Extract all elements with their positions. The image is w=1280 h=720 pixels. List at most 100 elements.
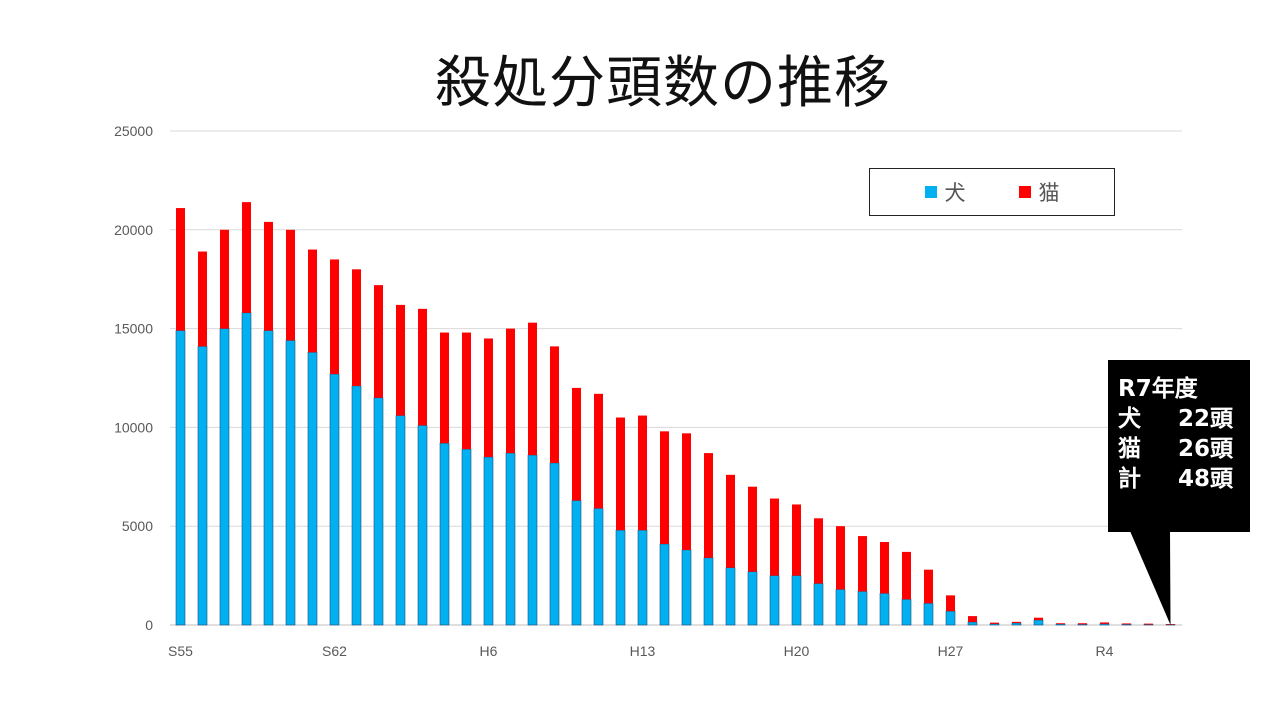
callout-value: 22 (1177, 406, 1210, 432)
bar-cat (418, 308, 427, 426)
bar-cat (836, 526, 845, 590)
callout-unit: 頭 (1210, 436, 1233, 462)
bar-dog (329, 373, 340, 626)
bar-dog (725, 567, 736, 626)
y-tick-label: 10000 (114, 419, 153, 435)
bar-dog (307, 352, 318, 626)
callout-unit: 頭 (1210, 466, 1233, 492)
bar-cat (616, 417, 625, 531)
bar-cat (242, 202, 251, 313)
callout-label: 計 (1118, 466, 1141, 492)
bar-dog (747, 571, 758, 626)
y-tick-label: 0 (145, 617, 153, 633)
legend: 犬 猫 (869, 168, 1115, 216)
bar-cat (748, 486, 757, 572)
bar-cat (770, 498, 779, 576)
x-tick-label: R4 (1096, 643, 1114, 659)
bar-dog (1011, 622, 1022, 626)
bar-cat (220, 229, 229, 329)
bar-dog (175, 330, 186, 626)
x-tick-label: H27 (938, 643, 964, 659)
bar-cat (990, 622, 999, 624)
bar-cat (286, 229, 295, 341)
callout-unit: 頭 (1210, 406, 1233, 432)
bar-dog (461, 448, 472, 626)
bar-cat (902, 551, 911, 600)
bar-dog (791, 575, 802, 626)
x-tick-label: S55 (168, 643, 193, 659)
bar-cat (792, 504, 801, 576)
bar-cat (1100, 622, 1109, 624)
bar-cat (858, 536, 867, 592)
callout-row-cat: 猫 26 頭 (1118, 434, 1250, 464)
bar-cat (638, 415, 647, 531)
bar-dog (703, 557, 714, 626)
bar-cat (572, 387, 581, 501)
bar-cat (374, 285, 383, 398)
bar-dog (989, 623, 1000, 626)
callout-heading: R7年度 (1118, 376, 1198, 402)
bar-cat (946, 595, 955, 612)
x-tick-label: S62 (322, 643, 347, 659)
bar-cat (924, 569, 933, 604)
bar-dog (681, 549, 692, 626)
bar-dog (659, 543, 670, 626)
bar-cat (1122, 623, 1131, 625)
bar-dog (483, 456, 494, 626)
bar-cat (440, 332, 449, 444)
bar-dog (285, 340, 296, 626)
bar-cat (968, 616, 977, 623)
bar-dog (857, 591, 868, 626)
bar-dog (395, 415, 406, 626)
bar-dog (593, 508, 604, 626)
bar-dog (219, 328, 230, 626)
legend-item-cat: 猫 (1018, 177, 1060, 207)
legend-label-cat: 猫 (1038, 181, 1060, 205)
bar-dog (615, 529, 626, 626)
bar-dog (1099, 623, 1110, 626)
bar-cat (528, 322, 537, 456)
bar-cat (396, 304, 405, 416)
bar-dog (1121, 623, 1132, 626)
bar-dog (835, 589, 846, 626)
bar-cat (198, 251, 207, 347)
y-tick-label: 15000 (114, 321, 153, 337)
bar-cat (704, 453, 713, 558)
bar-dog (571, 500, 582, 626)
x-tick-label: H20 (784, 643, 810, 659)
bar-cat (726, 474, 735, 568)
bar-dog (439, 442, 450, 626)
bar-cat (352, 269, 361, 386)
callout-value: 26 (1177, 436, 1210, 462)
bar-dog (967, 621, 978, 626)
bar-cat (1166, 624, 1175, 625)
bar-cat (484, 338, 493, 458)
x-tick-label: H13 (630, 643, 656, 659)
bar-cat (682, 433, 691, 550)
callout-label: 犬 (1118, 406, 1141, 432)
callout-row-dog: 犬 22 頭 (1118, 404, 1250, 434)
bar-cat (264, 221, 273, 331)
bar-dog (527, 454, 538, 626)
bar-dog (417, 425, 428, 626)
bar-dog (813, 583, 824, 626)
bar-dog (923, 602, 934, 626)
bar-cat (594, 393, 603, 509)
y-tick-label: 5000 (122, 518, 153, 534)
bar-cat (1012, 621, 1021, 624)
bar-cat (330, 259, 339, 375)
bar-cat (880, 542, 889, 594)
bar-dog (1033, 619, 1044, 626)
callout-pointer (1130, 531, 1171, 625)
callout-value: 48 (1177, 466, 1210, 492)
bar-dog (1055, 623, 1066, 626)
bar-dog (769, 575, 780, 626)
bar-dog (373, 397, 384, 626)
legend-item-dog: 犬 (924, 177, 966, 207)
bar-cat (1034, 617, 1043, 621)
bar-dog (263, 330, 274, 626)
bar-cat (1056, 623, 1065, 625)
bar-dog (637, 529, 648, 626)
legend-label-dog: 犬 (944, 181, 966, 205)
